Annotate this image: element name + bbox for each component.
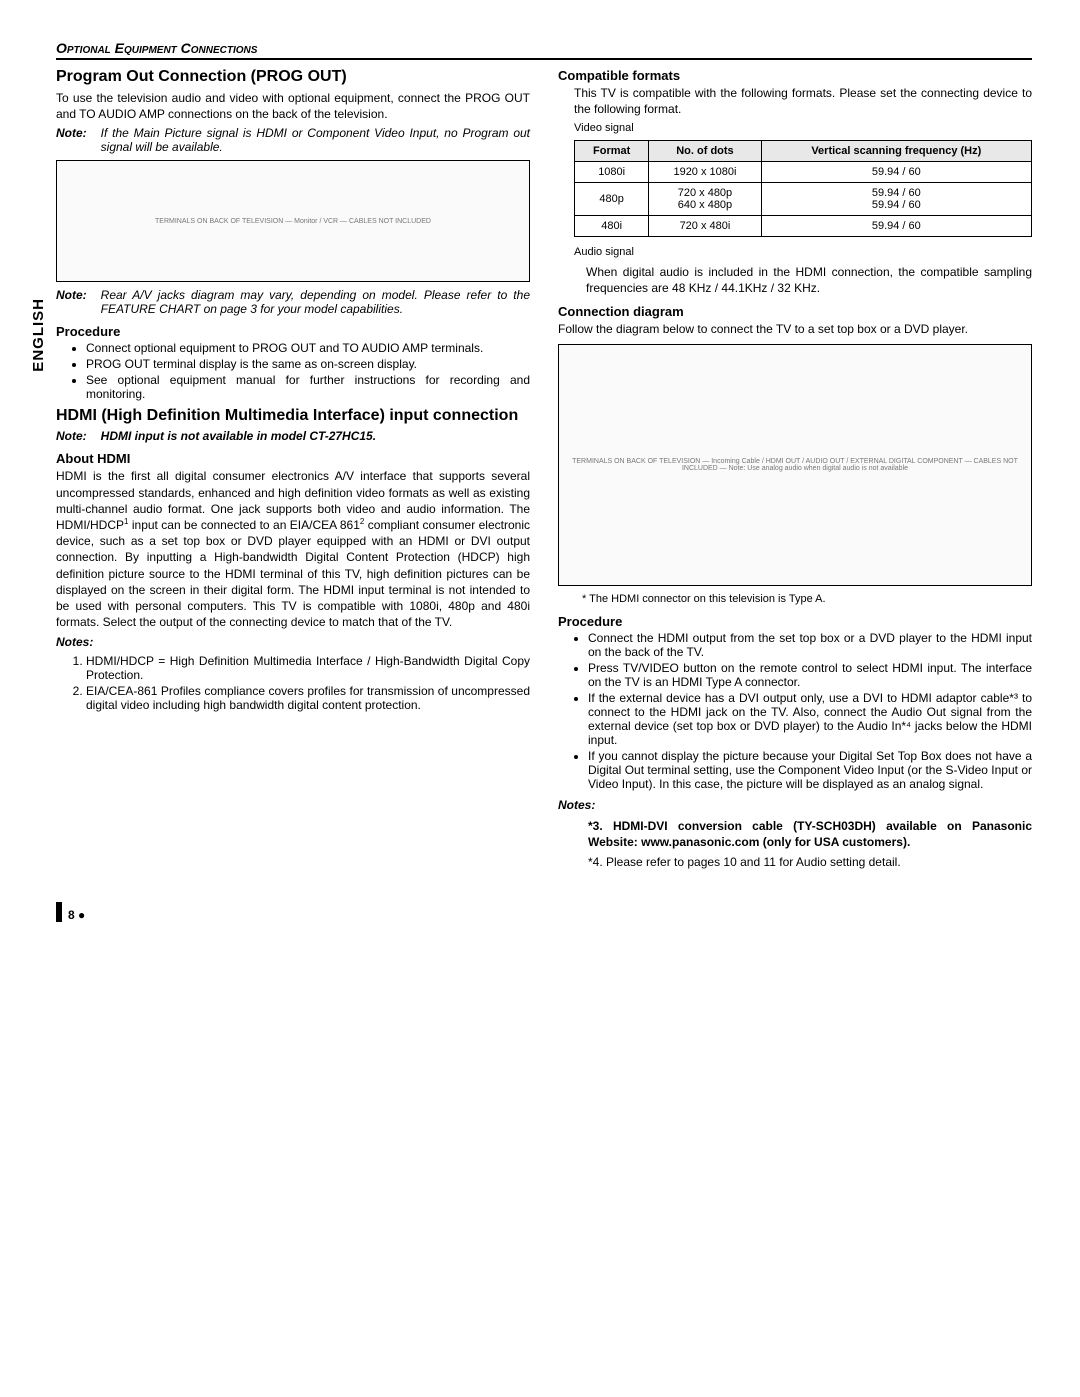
note-label: Note: <box>56 126 87 154</box>
section-header: Optional Equipment Connections <box>56 40 1032 60</box>
language-tab: ENGLISH <box>30 298 47 372</box>
table-header: Vertical scanning frequency (Hz) <box>761 141 1031 162</box>
note-label: Note: <box>56 429 87 443</box>
procedure-list: Connect optional equipment to PROG OUT a… <box>86 341 530 401</box>
table-header-row: Format No. of dots Vertical scanning fre… <box>575 141 1032 162</box>
note-hdmi-model: Note: HDMI input is not available in mod… <box>56 429 530 443</box>
note-body: HDMI input is not available in model CT-… <box>101 429 376 443</box>
list-item: Connect optional equipment to PROG OUT a… <box>86 341 530 355</box>
heading-prog-out: Program Out Connection (PROG OUT) <box>56 68 530 86</box>
table-cell: 1080i <box>575 162 649 183</box>
compat-intro: This TV is compatible with the following… <box>574 85 1032 117</box>
note-4: *4. Please refer to pages 10 and 11 for … <box>588 854 1032 870</box>
page-footer: 8 ● <box>56 902 1032 922</box>
procedure-heading: Procedure <box>558 614 1032 629</box>
left-column: Program Out Connection (PROG OUT) To use… <box>56 66 530 874</box>
table-cell: 720 x 480i <box>649 216 761 237</box>
right-column: Compatible formats This TV is compatible… <box>558 66 1032 874</box>
prog-intro: To use the television audio and video wi… <box>56 90 530 122</box>
list-item: If the external device has a DVI output … <box>588 691 1032 747</box>
notes-heading: Notes: <box>558 797 1032 813</box>
table-row: 480i 720 x 480i 59.94 / 60 <box>575 216 1032 237</box>
list-item: PROG OUT terminal display is the same as… <box>86 357 530 371</box>
note-model: Note: Rear A/V jacks diagram may vary, d… <box>56 288 530 316</box>
procedure-heading: Procedure <box>56 324 530 339</box>
audio-signal-label: Audio signal <box>574 245 1032 260</box>
list-item: Connect the HDMI output from the set top… <box>588 631 1032 659</box>
video-signal-label: Video signal <box>574 121 1032 136</box>
note-body: If the Main Picture signal is HDMI or Co… <box>101 126 530 154</box>
list-item: HDMI/HDCP = High Definition Multimedia I… <box>86 654 530 682</box>
page-number: 8 ● <box>68 908 85 922</box>
diagram-caption: TERMINALS ON BACK OF TELEVISION — Incomi… <box>559 458 1031 472</box>
format-table: Format No. of dots Vertical scanning fre… <box>574 140 1032 237</box>
note-label: Note: <box>56 288 87 316</box>
note-body: Rear A/V jacks diagram may vary, dependi… <box>101 288 530 316</box>
table-cell: 59.94 / 60 <box>761 162 1031 183</box>
table-cell: 59.94 / 60 <box>761 216 1031 237</box>
hdmi-type-a-note: * The HDMI connector on this television … <box>582 592 1032 607</box>
note-prog: Note: If the Main Picture signal is HDMI… <box>56 126 530 154</box>
heading-hdmi: HDMI (High Definition Multimedia Interfa… <box>56 407 530 425</box>
procedure-list: Connect the HDMI output from the set top… <box>588 631 1032 791</box>
list-item: Press TV/VIDEO button on the remote cont… <box>588 661 1032 689</box>
note-3: *3. HDMI-DVI conversion cable (TY-SCH03D… <box>588 818 1032 850</box>
connection-diagram-heading: Connection diagram <box>558 304 1032 319</box>
list-item: See optional equipment manual for furthe… <box>86 373 530 401</box>
table-header: No. of dots <box>649 141 761 162</box>
about-hdmi-body: HDMI is the first all digital consumer e… <box>56 468 530 630</box>
notes-heading: Notes: <box>56 634 530 650</box>
diagram-caption: TERMINALS ON BACK OF TELEVISION — Monito… <box>155 218 431 225</box>
table-cell: 480i <box>575 216 649 237</box>
table-cell: 1920 x 1080i <box>649 162 761 183</box>
table-row: 1080i 1920 x 1080i 59.94 / 60 <box>575 162 1032 183</box>
audio-signal-body: When digital audio is included in the HD… <box>586 264 1032 296</box>
prog-out-diagram: TERMINALS ON BACK OF TELEVISION — Monito… <box>56 160 530 282</box>
table-cell: 720 x 480p 640 x 480p <box>649 183 761 216</box>
table-row: 480p 720 x 480p 640 x 480p 59.94 / 60 59… <box>575 183 1032 216</box>
connection-diagram-intro: Follow the diagram below to connect the … <box>558 321 1032 337</box>
table-cell: 59.94 / 60 59.94 / 60 <box>761 183 1031 216</box>
notes-list: HDMI/HDCP = High Definition Multimedia I… <box>86 654 530 712</box>
table-cell: 480p <box>575 183 649 216</box>
list-item: If you cannot display the picture becaus… <box>588 749 1032 791</box>
compat-heading: Compatible formats <box>558 68 1032 83</box>
text-part: compliant consumer electronic device, su… <box>56 518 530 629</box>
list-item: EIA/CEA-861 Profiles compliance covers p… <box>86 684 530 712</box>
about-hdmi-heading: About HDMI <box>56 451 530 466</box>
hdmi-connection-diagram: TERMINALS ON BACK OF TELEVISION — Incomi… <box>558 344 1032 586</box>
text-part: input can be connected to an EIA/CEA 861 <box>128 518 359 532</box>
table-header: Format <box>575 141 649 162</box>
